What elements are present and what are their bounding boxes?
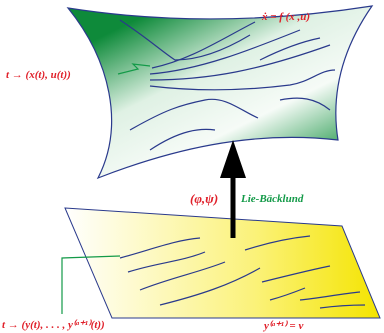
- trivial-system: y⁽ᵅ⁺¹⁾ = v: [262, 320, 303, 332]
- state-trajectory: t → (x(t), u(t)): [6, 69, 71, 81]
- diagram: ẋ = f (x ,u) t → (x(t), u(t)) (φ,ψ) Lie-…: [0, 0, 384, 333]
- state-equation: ẋ = f (x ,u): [261, 11, 310, 23]
- transformation: (φ,ψ): [190, 191, 218, 206]
- arrow-head: [220, 140, 246, 178]
- equivalence: Lie-Bäcklund: [240, 193, 304, 205]
- page: {"labels": { "state_equation": "ẋ = f (x…: [0, 0, 384, 333]
- flat-trajectory: t → (y(t), . . . , y⁽ᵅ⁺¹⁾(t)): [2, 319, 105, 331]
- system-surface: [68, 6, 372, 178]
